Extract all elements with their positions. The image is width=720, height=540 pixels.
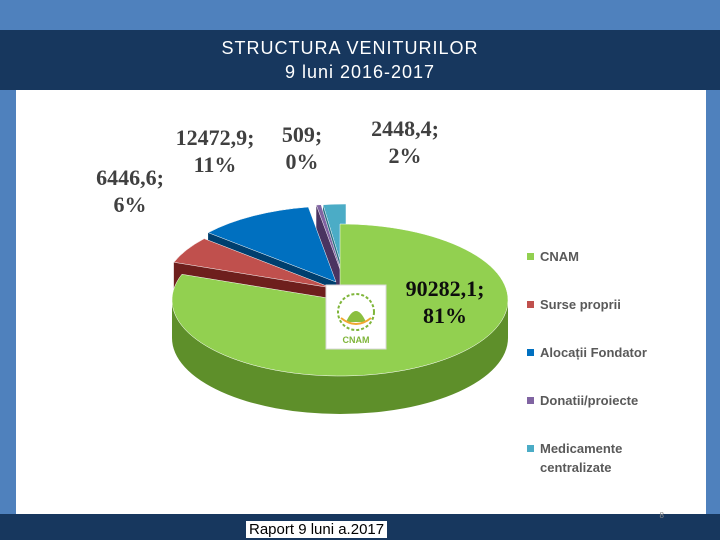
logo-hands — [340, 317, 372, 325]
legend-label: Alocații Fondator — [540, 345, 647, 360]
data-label-value: 90282,1; — [406, 276, 485, 301]
legend-label-line2: centralizate — [540, 460, 612, 475]
legend-label: Donatii/proiecte — [540, 393, 638, 408]
legend-swatch — [527, 397, 534, 404]
chart-subtitle: 9 luni 2016-2017 — [284, 62, 436, 82]
logo-leaf — [346, 311, 366, 322]
logo-text: CNAM — [343, 335, 370, 345]
legend-swatch — [527, 445, 534, 452]
data-label-value: 12472,9; — [176, 125, 255, 150]
title-bar: STRUCTURA VENITURILOR 9 luni 2016-2017 — [0, 30, 720, 90]
data-label-percent: 0% — [286, 149, 319, 174]
page-number: 8 — [659, 511, 664, 520]
slice-top — [207, 206, 337, 283]
top-frame — [0, 0, 720, 30]
cnam-logo: CNAM — [325, 284, 387, 350]
slice-top — [315, 204, 345, 281]
data-label-value: 6446,6; — [96, 165, 164, 190]
legend-label: CNAM — [540, 249, 579, 264]
legend-swatch — [527, 301, 534, 308]
data-label-value: 2448,4; — [371, 116, 439, 141]
left-frame — [0, 0, 16, 540]
data-label-percent: 81% — [423, 303, 467, 328]
legend-label: Medicamente — [540, 441, 622, 456]
legend-swatch — [527, 349, 534, 356]
legend-swatch — [527, 253, 534, 260]
slice-rim — [172, 300, 508, 414]
footer-text: Raport 9 luni a.2017 — [246, 521, 388, 538]
data-label-percent: 11% — [194, 152, 237, 177]
data-label-percent: 2% — [389, 143, 422, 168]
data-label-value: 509; — [282, 122, 322, 147]
right-frame — [706, 0, 720, 540]
logo-ring — [337, 293, 375, 331]
slice-top — [173, 238, 333, 289]
chart-title: STRUCTURA VENITURILOR — [221, 38, 479, 58]
data-label-percent: 6% — [114, 192, 147, 217]
legend-label: Surse proprii — [540, 297, 621, 312]
